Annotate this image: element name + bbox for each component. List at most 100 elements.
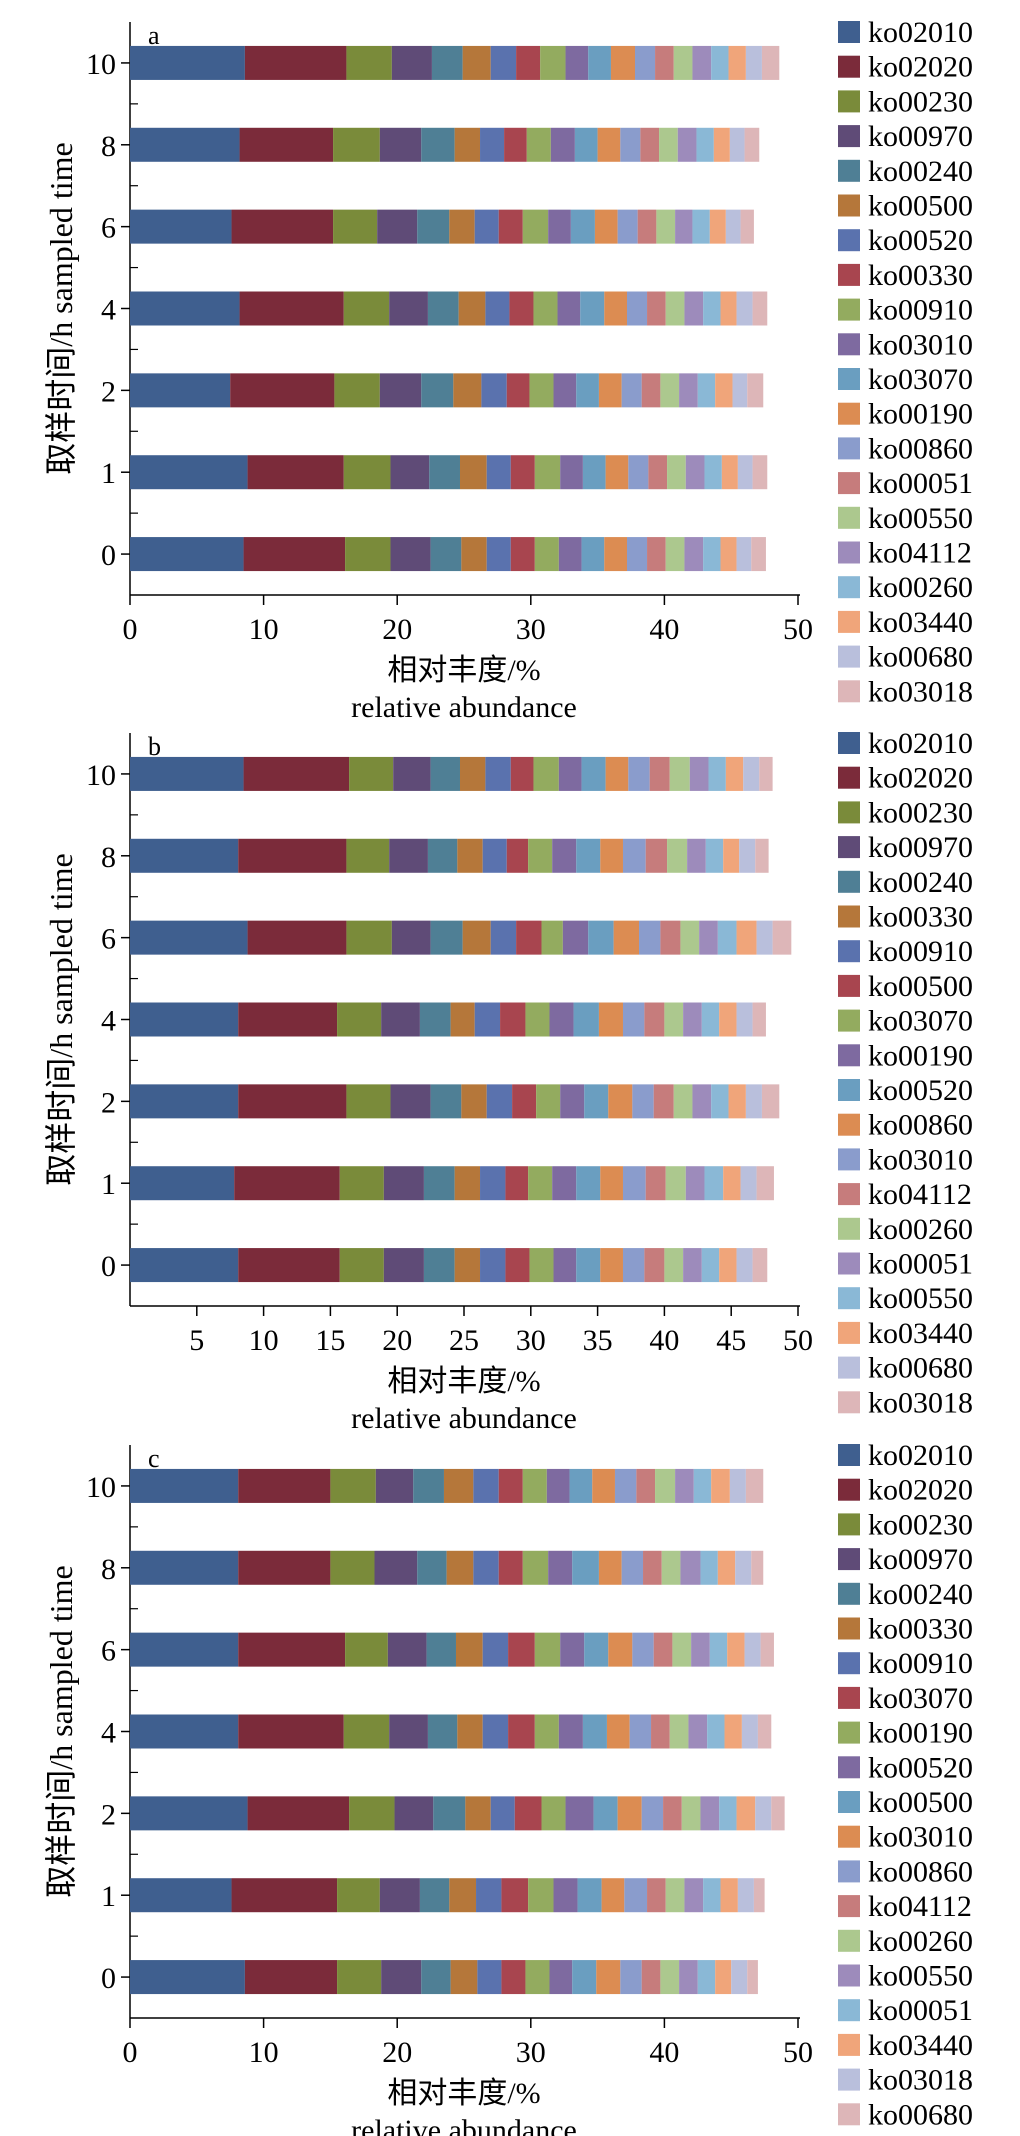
bar-segment-ko00330 bbox=[459, 756, 486, 791]
legend-swatch-ko00520 bbox=[838, 229, 860, 252]
bar-segment-ko03010 bbox=[632, 1084, 654, 1119]
bar-segment-ko00910 bbox=[482, 1632, 509, 1667]
bar-segment-ko00500 bbox=[449, 209, 475, 244]
legend-swatch-ko00051 bbox=[838, 472, 860, 495]
bar-segment-ko00550 bbox=[667, 455, 686, 490]
bar-segment-ko03070 bbox=[536, 1084, 561, 1119]
bar-segment-ko00190 bbox=[610, 45, 636, 80]
legend-label: ko00230 bbox=[868, 85, 973, 118]
bar-segment-ko03070 bbox=[580, 291, 605, 326]
legend-label: ko00330 bbox=[868, 259, 973, 292]
bar-segment-ko00240 bbox=[430, 756, 460, 791]
bar-segment-ko00520 bbox=[558, 1714, 583, 1749]
bar-segment-ko00910 bbox=[533, 291, 558, 326]
legend-swatch-ko00910 bbox=[838, 1652, 860, 1675]
legend-swatch-ko00230 bbox=[838, 801, 860, 824]
bar-segment-ko03440 bbox=[713, 127, 730, 162]
bar-segment-ko00680 bbox=[725, 209, 741, 244]
bar-segment-ko00680 bbox=[739, 838, 756, 873]
legend-swatch-ko03010 bbox=[838, 1148, 860, 1171]
bar-segment-ko00680 bbox=[736, 537, 752, 572]
y-axis-label: 取样时间/h sampled time bbox=[43, 853, 79, 1185]
bar-segment-ko00680 bbox=[757, 1714, 772, 1749]
bar-segment-ko03440 bbox=[727, 1632, 745, 1667]
legend-swatch-ko00330 bbox=[838, 263, 860, 286]
bar-segment-ko00520 bbox=[480, 127, 505, 162]
bar-segment-ko03440 bbox=[736, 1796, 756, 1831]
legend-swatch-ko00970 bbox=[838, 836, 860, 859]
bar-segment-ko00260 bbox=[681, 1796, 701, 1831]
bar-segment-ko00230 bbox=[346, 45, 392, 80]
bar-segment-ko00680 bbox=[743, 756, 760, 791]
bar-segment-ko03010 bbox=[550, 127, 575, 162]
bar-segment-ko00260 bbox=[703, 291, 721, 326]
legend-label: ko03010 bbox=[868, 328, 973, 361]
y-tick-label: 10 bbox=[86, 48, 116, 81]
bar-segment-ko00500 bbox=[505, 1248, 530, 1283]
bar-segment-ko00260 bbox=[672, 1632, 692, 1667]
bar-segment-ko00860 bbox=[624, 1878, 648, 1913]
bar-segment-ko00550 bbox=[659, 127, 678, 162]
bar-segment-ko00240 bbox=[423, 1166, 455, 1201]
bar-segment-ko00260 bbox=[665, 1166, 686, 1201]
legend-label: ko00260 bbox=[868, 1925, 973, 1958]
bar-segment-ko00860 bbox=[620, 1960, 642, 1995]
bar-segment-ko00051 bbox=[641, 373, 661, 408]
bar-segment-ko00520 bbox=[481, 373, 507, 408]
bar-segment-ko00860 bbox=[635, 45, 656, 80]
legend-swatch-ko00190 bbox=[838, 402, 860, 425]
bar-segment-ko00190 bbox=[549, 1002, 574, 1037]
bar-segment-ko00260 bbox=[665, 1878, 685, 1913]
bar-segment-ko00910 bbox=[534, 455, 561, 490]
bar-segment-ko00550 bbox=[711, 1084, 729, 1119]
x-axis-label-cn: 相对丰度/% bbox=[387, 2077, 540, 2110]
legend-swatch-ko00970 bbox=[838, 1548, 860, 1571]
bar-segment-ko00520 bbox=[490, 45, 517, 80]
legend-swatch-ko03010 bbox=[838, 1825, 860, 1848]
bar-segment-ko02020 bbox=[244, 1960, 338, 1995]
bar-segment-ko00680 bbox=[737, 455, 753, 490]
bar-segment-ko03070 bbox=[501, 1960, 526, 1995]
bar-segment-ko04112 bbox=[679, 373, 698, 408]
bar-segment-ko00910 bbox=[477, 1960, 502, 1995]
bar-segment-ko00190 bbox=[598, 373, 622, 408]
bar-segment-ko03018 bbox=[744, 1632, 761, 1667]
bar-segment-ko00330 bbox=[449, 1878, 477, 1913]
bar-segment-ko02020 bbox=[238, 1084, 347, 1119]
bar-segment-ko00500 bbox=[458, 291, 486, 326]
legend-swatch-ko04112 bbox=[838, 1183, 860, 1206]
bar-segment-ko00860 bbox=[617, 209, 638, 244]
bar-segment-ko00190 bbox=[553, 1248, 577, 1283]
x-tick-label: 35 bbox=[583, 1324, 613, 1357]
bar-segment-ko04112 bbox=[641, 1960, 661, 1995]
y-axis-label-cn: 取样时间/h bbox=[43, 1033, 79, 1186]
x-tick-label: 25 bbox=[449, 1324, 479, 1357]
bar-segment-ko00260 bbox=[667, 838, 688, 873]
bar-segment-ko00970 bbox=[383, 1166, 424, 1201]
bar-segment-ko03010 bbox=[639, 920, 661, 955]
bar-segment-ko03440 bbox=[709, 209, 726, 244]
bar-segment-ko00550 bbox=[705, 838, 724, 873]
bar-segment-ko00550 bbox=[660, 373, 680, 408]
legend-swatch-ko00680 bbox=[838, 2103, 860, 2126]
bar-segment-ko00240 bbox=[421, 127, 455, 162]
bar-segment-ko00230 bbox=[345, 537, 391, 572]
bar-segment-ko03070 bbox=[576, 373, 599, 408]
bar-segment-ko00550 bbox=[665, 291, 685, 326]
bar-segment-ko00520 bbox=[565, 1796, 594, 1831]
bar-segment-ko00970 bbox=[381, 1960, 422, 1995]
bar-segment-ko00680 bbox=[740, 1166, 757, 1201]
bar-segment-ko00260 bbox=[664, 1248, 684, 1283]
bar-segment-ko00970 bbox=[379, 1878, 420, 1913]
bar-segment-ko00051 bbox=[693, 1468, 712, 1503]
bar-segment-ko03018 bbox=[752, 1002, 766, 1037]
legend-label: ko00051 bbox=[868, 1248, 973, 1281]
legend-swatch-ko04112 bbox=[838, 1895, 860, 1918]
bar-segment-ko00860 bbox=[621, 373, 642, 408]
bar-segment-ko00051 bbox=[655, 45, 674, 80]
bar-segment-ko03070 bbox=[529, 1248, 554, 1283]
legend-swatch-ko00190 bbox=[838, 1721, 860, 1744]
bar-segment-ko00240 bbox=[427, 291, 459, 326]
bar-segment-ko00230 bbox=[339, 1166, 384, 1201]
bar-segment-ko00230 bbox=[346, 838, 390, 873]
